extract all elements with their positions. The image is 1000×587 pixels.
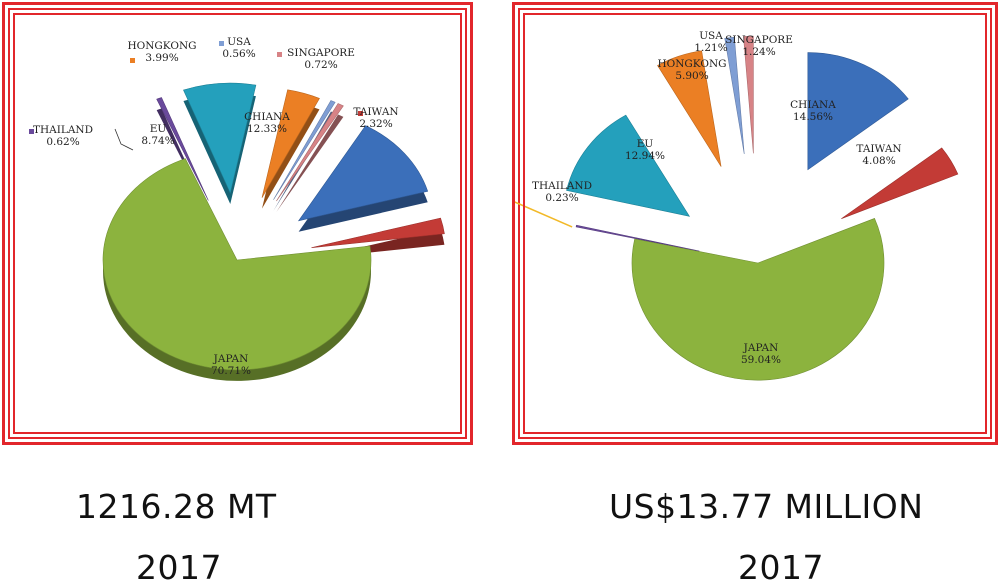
slice-chiana bbox=[297, 125, 429, 222]
marker-usa bbox=[219, 41, 224, 46]
label-eu: EU bbox=[150, 123, 167, 135]
slice-thailand bbox=[575, 224, 700, 252]
label-chiana: CHIANA bbox=[244, 111, 290, 123]
caption-volume-year: 2017 bbox=[136, 548, 222, 587]
value-singapore: 0.72% bbox=[304, 59, 337, 71]
slice-usa bbox=[273, 100, 336, 200]
label-taiwan: TAIWAN bbox=[353, 106, 398, 118]
label-taiwan: TAIWAN bbox=[856, 143, 901, 155]
slice-eu bbox=[566, 114, 691, 217]
value-japan: 70.71% bbox=[211, 365, 251, 377]
slice-depth-taiwan bbox=[311, 229, 445, 259]
slice-depth-eu bbox=[183, 94, 256, 204]
slice-thailand bbox=[156, 97, 209, 201]
label-hongkong: HONGKONG bbox=[127, 40, 196, 52]
value-eu: 12.94% bbox=[625, 150, 665, 162]
slice-thailand-sliver bbox=[515, 201, 573, 228]
slice-hongkong bbox=[261, 89, 320, 198]
value-hongkong: 5.90% bbox=[675, 70, 708, 82]
slice-japan bbox=[102, 158, 372, 371]
label-thailand: THAILAND bbox=[532, 180, 592, 192]
slice-hongkong bbox=[657, 50, 722, 167]
value-usa: 0.56% bbox=[222, 48, 255, 60]
label-singapore: SINGAPORE bbox=[287, 47, 355, 59]
slice-depth-japan bbox=[103, 169, 371, 381]
value-eu: 8.74% bbox=[141, 135, 174, 147]
slice-taiwan bbox=[311, 217, 445, 248]
pie-top-layer bbox=[515, 35, 959, 381]
value-japan: 59.04% bbox=[741, 354, 781, 366]
chart-panel-volume: CHIANA 12.33% TAIWAN 2.32% JAPAN 70.71% THAILA… bbox=[2, 2, 473, 445]
label-hongkong: HONGKONG bbox=[657, 58, 726, 70]
chart-panel-value: CHIANA 14.56% TAIWAN 4.08% JAPAN 59.04% THAILA… bbox=[512, 2, 998, 445]
label-usa: USA bbox=[699, 30, 723, 42]
caption-value-year: 2017 bbox=[738, 548, 824, 587]
value-taiwan: 2.32% bbox=[359, 118, 392, 130]
value-usa: 1.21% bbox=[694, 42, 727, 54]
label-japan: JAPAN bbox=[213, 353, 249, 365]
slice-depth-singapore bbox=[276, 114, 344, 213]
marker-hongkong bbox=[130, 58, 135, 63]
label-thailand: THAILAND bbox=[33, 124, 93, 136]
slice-japan bbox=[631, 218, 885, 381]
marker-thailand bbox=[29, 129, 34, 134]
marker-singapore bbox=[277, 52, 282, 57]
slice-taiwan bbox=[841, 147, 959, 219]
value-taiwan: 4.08% bbox=[862, 155, 895, 167]
leader-line-thailand bbox=[114, 128, 134, 151]
pie-depth-layer bbox=[103, 94, 445, 381]
marker-taiwan bbox=[358, 111, 363, 116]
value-thailand: 0.62% bbox=[46, 136, 79, 148]
slice-chiana bbox=[807, 52, 909, 171]
slice-eu bbox=[183, 82, 257, 194]
slice-depth-usa bbox=[273, 111, 336, 211]
label-singapore: SINGAPORE bbox=[725, 34, 793, 46]
value-hongkong: 3.99% bbox=[145, 52, 178, 64]
slice-usa bbox=[724, 36, 745, 155]
slice-singapore bbox=[743, 35, 754, 154]
label-eu: EU bbox=[637, 138, 654, 150]
label-chiana: CHIANA bbox=[790, 99, 836, 111]
pie-top-layer bbox=[102, 82, 445, 371]
value-thailand: 0.23% bbox=[545, 192, 578, 204]
value-chiana: 12.33% bbox=[247, 123, 287, 135]
slice-singapore bbox=[276, 103, 344, 202]
slice-depth-chiana bbox=[298, 136, 428, 232]
value-chiana: 14.56% bbox=[793, 111, 833, 123]
label-usa: USA bbox=[227, 36, 251, 48]
slice-depth-thailand bbox=[156, 108, 209, 212]
value-singapore: 1.24% bbox=[742, 46, 775, 58]
slice-depth-hongkong bbox=[261, 100, 320, 209]
caption-volume: 1216.28 MT bbox=[76, 487, 277, 526]
label-japan: JAPAN bbox=[743, 342, 779, 354]
caption-value: US$13.77 MILLION bbox=[609, 487, 924, 526]
